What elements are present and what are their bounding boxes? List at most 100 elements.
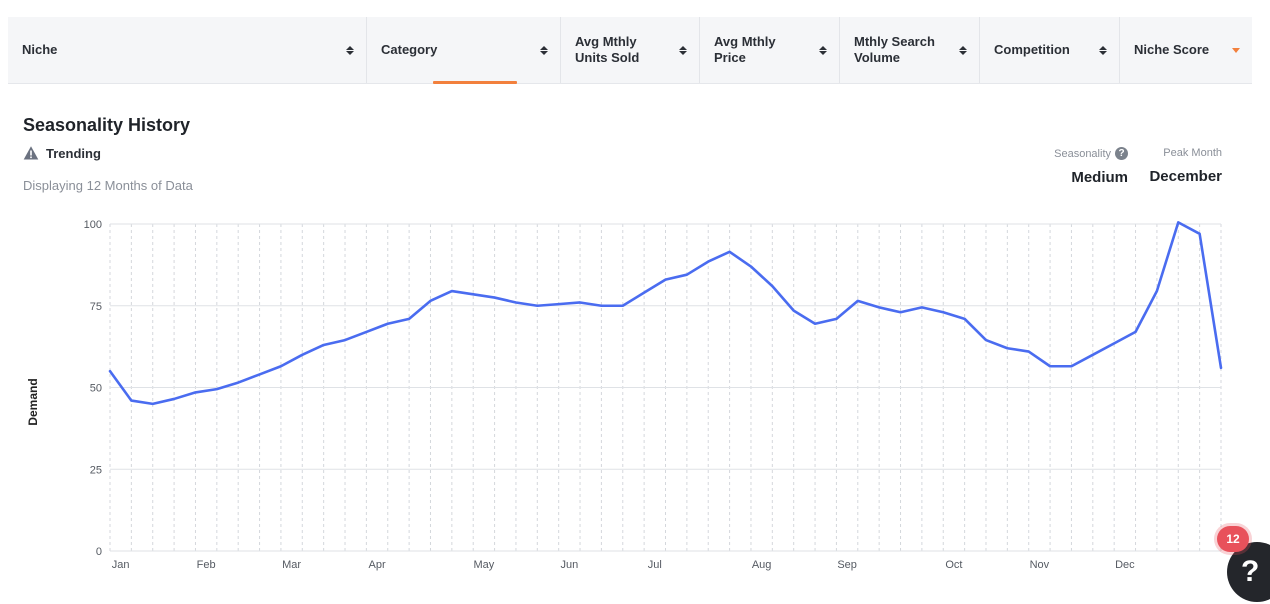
data-point[interactable] [748,264,754,270]
x-tick-label: Jul [648,559,662,571]
column-header-avg-mthly-units-sold[interactable]: Avg Mthly Units Sold [561,17,700,83]
demand-line-chart: 0 25 50 75 100 Jan Feb Mar Apr May Jun Jul Aug Sep Oc… [26,219,1224,571]
x-tick-label: Dec [1115,559,1135,571]
data-point[interactable] [855,298,861,304]
data-point[interactable] [171,396,177,402]
column-header-label: Mthly Search Volume [854,34,935,65]
data-point[interactable] [684,272,690,278]
x-tick-label: Feb [197,559,216,571]
data-point[interactable] [1004,345,1010,351]
data-point[interactable] [150,401,156,407]
y-tick-label: 75 [90,301,102,313]
x-tick-label: Aug [752,559,772,571]
help-chat-button[interactable]: ? [1227,542,1270,602]
section-title: Seasonality History [23,115,191,135]
seasonality-stat: Seasonality? Medium [1040,147,1128,186]
data-point[interactable] [876,304,882,310]
data-point[interactable] [1154,288,1160,294]
data-point[interactable] [898,309,904,315]
data-point[interactable] [983,337,989,343]
column-header-label: Niche [22,42,58,57]
x-tick-label: Oct [945,559,962,571]
data-point[interactable] [598,303,604,309]
data-point[interactable] [534,303,540,309]
column-header-label: Competition [994,42,1070,57]
data-point[interactable] [1197,231,1203,237]
x-tick-label: May [474,559,495,571]
data-point[interactable] [1068,363,1074,369]
data-point[interactable] [812,321,818,327]
column-header-label: Niche Score [1134,42,1210,57]
data-point[interactable] [192,389,198,395]
data-point[interactable] [321,342,327,348]
data-point[interactable] [235,380,241,386]
sort-icon[interactable] [679,45,687,55]
column-header-competition[interactable]: Competition [980,17,1120,83]
sort-desc-icon[interactable] [1232,47,1240,53]
data-point[interactable] [513,299,519,305]
data-point[interactable] [833,316,839,322]
trend-status: Trending [23,145,101,161]
column-header-niche-score[interactable]: Niche Score [1120,17,1252,83]
peak-month-label: Peak Month [1163,147,1222,159]
data-point[interactable] [107,368,113,374]
peak-month-value: December [1149,168,1222,185]
data-point[interactable] [492,295,498,301]
data-point[interactable] [342,337,348,343]
x-tick-label: Nov [1030,559,1050,571]
data-point[interactable] [257,371,263,377]
data-point[interactable] [299,352,305,358]
data-point[interactable] [791,308,797,314]
sort-icon[interactable] [346,45,354,55]
data-point[interactable] [620,303,626,309]
data-point[interactable] [769,283,775,289]
warning-triangle-icon [23,146,39,160]
data-point[interactable] [727,249,733,255]
seasonality-label: Seasonality [1054,147,1111,160]
help-icon[interactable]: ? [1115,147,1128,160]
table-header: Niche Category Avg Mthly Units Sold Avg Mthl… [8,17,1252,84]
data-point[interactable] [962,316,968,322]
peak-month-stat: Peak Month December [1136,147,1222,185]
sort-icon[interactable] [819,45,827,55]
notification-badge[interactable]: 12 [1217,526,1249,552]
data-point[interactable] [940,309,946,315]
data-point[interactable] [919,304,925,310]
data-point[interactable] [278,363,284,369]
data-point[interactable] [427,298,433,304]
data-point[interactable] [1090,352,1096,358]
data-range-note: Displaying 12 Months of Data [23,178,193,193]
data-point[interactable] [556,301,562,307]
data-point[interactable] [577,299,583,305]
active-tab-indicator [433,81,517,84]
data-point[interactable] [663,277,669,283]
x-tick-label: Mar [282,559,301,571]
x-tick-label: Sep [837,559,857,571]
column-header-avg-mthly-price[interactable]: Avg Mthly Price [700,17,840,83]
y-tick-label: 0 [96,546,102,558]
sort-icon[interactable] [959,45,967,55]
data-point[interactable] [1218,365,1224,371]
sort-icon[interactable] [540,45,548,55]
column-header-label: Category [381,42,438,57]
data-point[interactable] [449,288,455,294]
x-tick-label: Jan [112,559,130,571]
data-point[interactable] [1047,363,1053,369]
sort-icon[interactable] [1099,45,1107,55]
column-header-niche[interactable]: Niche [8,17,367,83]
data-point[interactable] [385,321,391,327]
data-point[interactable] [1026,349,1032,355]
data-point[interactable] [1111,340,1117,346]
column-header-mthly-search-volume[interactable]: Mthly Search Volume [840,17,980,83]
data-point[interactable] [1133,329,1139,335]
data-point[interactable] [705,259,711,265]
data-point[interactable] [641,290,647,296]
data-point[interactable] [1175,219,1181,225]
column-header-category[interactable]: Category [367,17,561,83]
data-point[interactable] [214,386,220,392]
x-tick-label: Apr [369,559,386,571]
data-point[interactable] [128,398,134,404]
data-point[interactable] [406,316,412,322]
data-point[interactable] [363,329,369,335]
data-point[interactable] [470,291,476,297]
